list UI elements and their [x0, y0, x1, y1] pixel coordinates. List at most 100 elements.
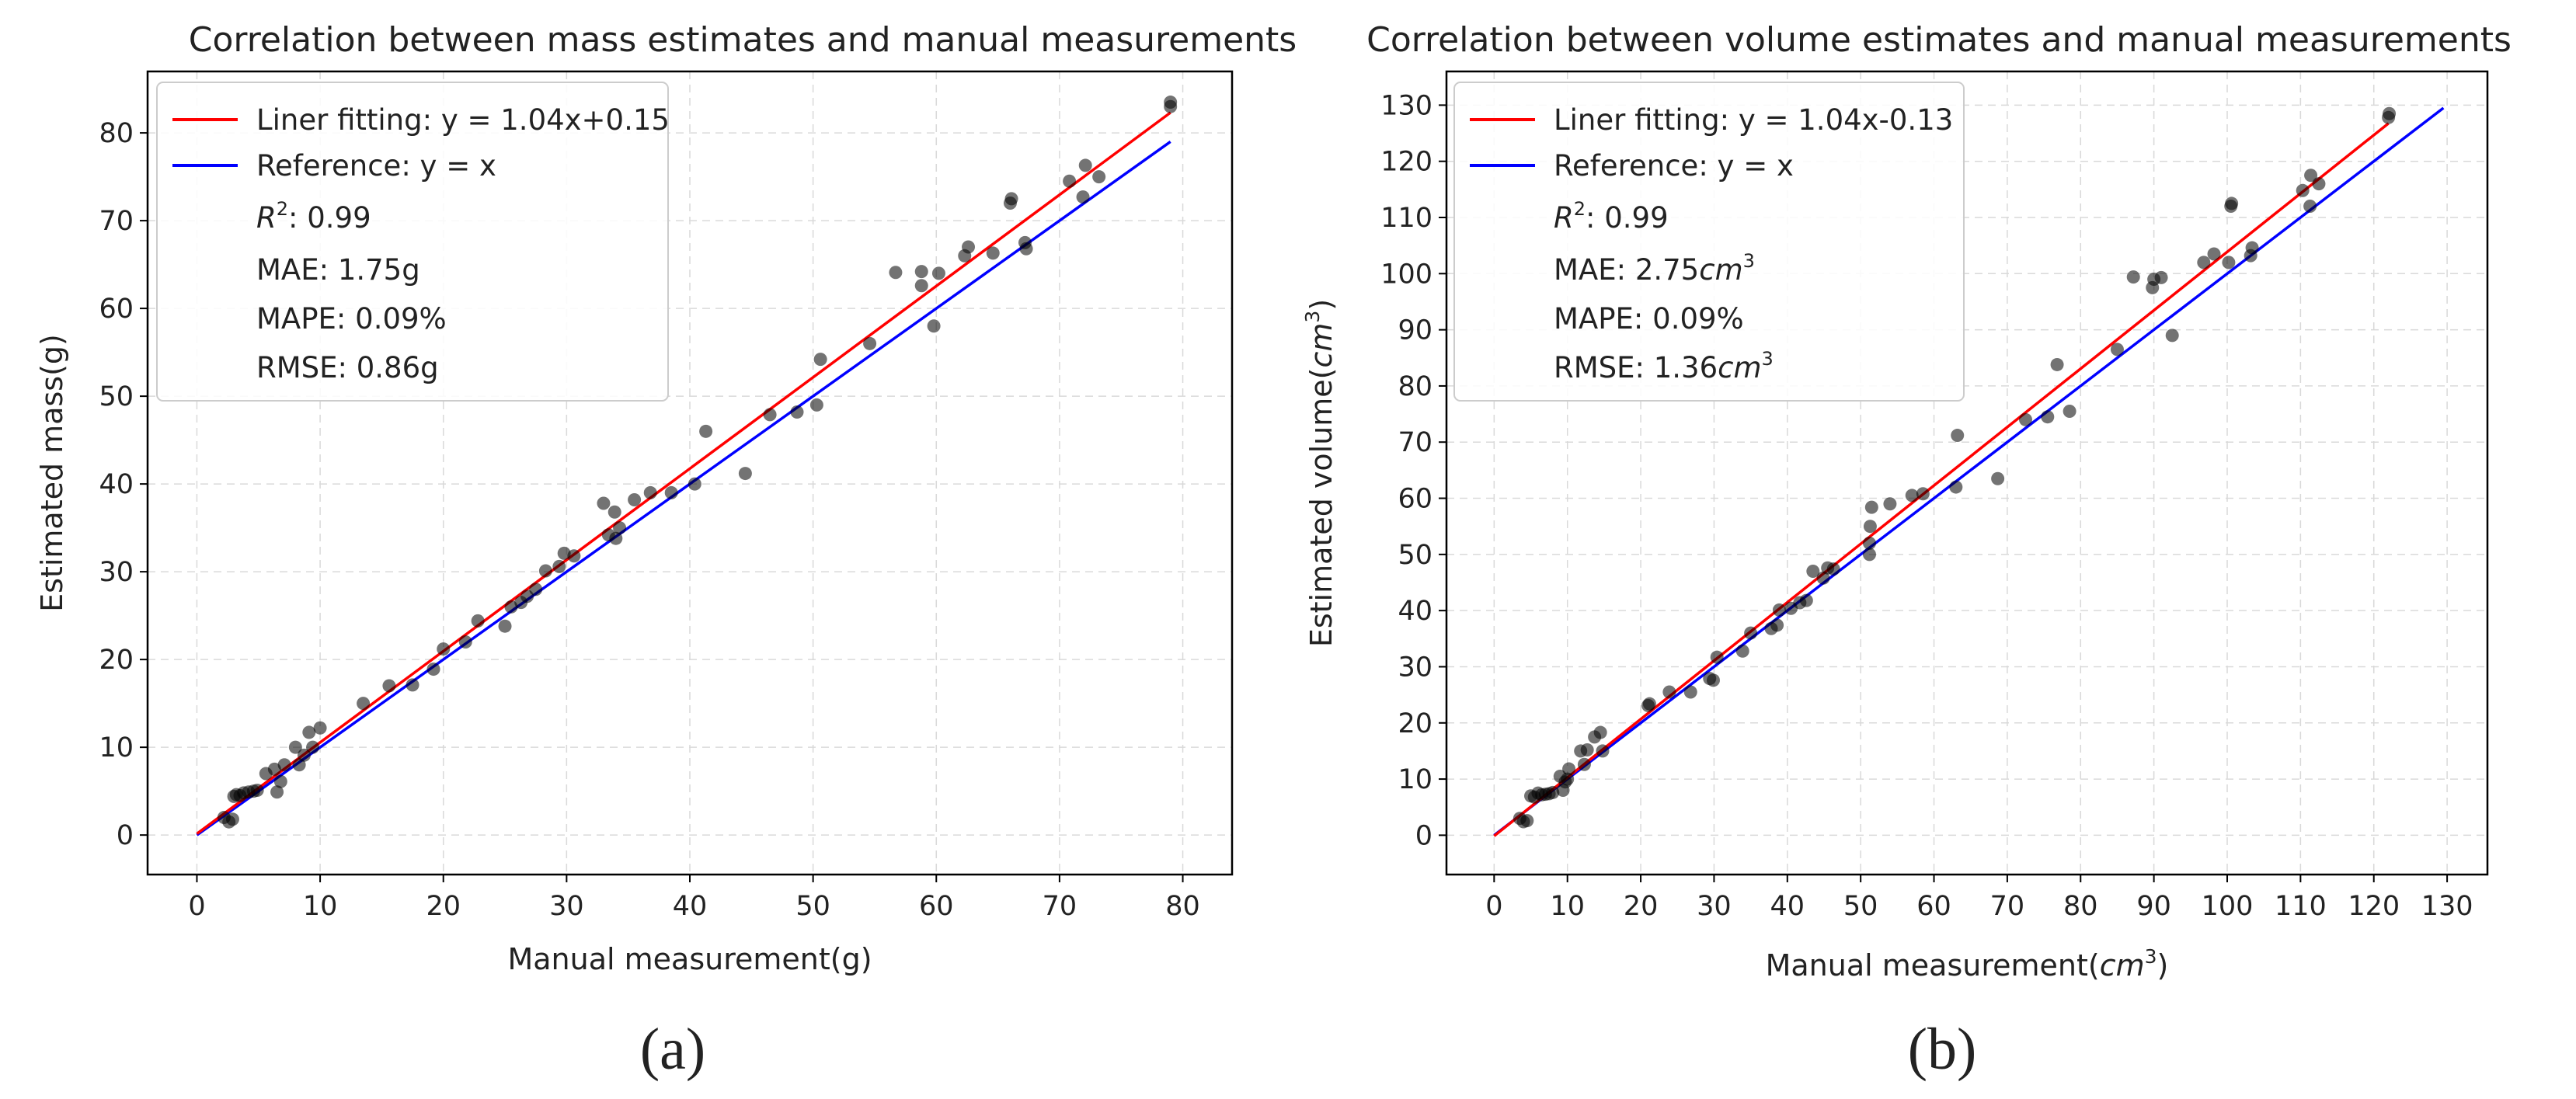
mass-data-point — [931, 266, 945, 280]
volume-data-point — [2296, 183, 2310, 197]
volume-plot-frame — [1445, 70, 2489, 876]
volume-y-tick-label: 0 — [1415, 820, 1432, 851]
volume-y-tick-label: 80 — [1398, 371, 1432, 402]
volume-data-point — [2222, 256, 2236, 270]
volume-y-label-suffix: ) — [1304, 299, 1338, 311]
mass-data-point — [297, 748, 311, 762]
caption-a: (a) — [640, 1017, 705, 1082]
mass-data-point — [688, 477, 701, 491]
volume-y-tick-label: 50 — [1398, 540, 1432, 571]
volume-rmse-stat: RMSE: 1.36cm3 — [1554, 348, 1774, 384]
volume-data-point — [1816, 571, 1830, 585]
mass-data-point — [567, 549, 581, 563]
mass-y-tick-label: 70 — [99, 206, 134, 237]
volume-legend: Liner fitting: y = 1.04x-0.13 Reference:… — [1453, 82, 1965, 402]
volume-chart-title: Correlation between volume estimates and… — [1366, 20, 2512, 60]
volume-data-point — [1735, 644, 1749, 658]
volume-y-label-unit: cm — [1304, 323, 1338, 368]
mass-data-point — [302, 725, 316, 739]
mass-data-point — [437, 642, 451, 656]
volume-data-point — [2165, 329, 2179, 343]
volume-y-tick-label: 130 — [1380, 90, 1432, 121]
volume-x-label-unit: cm — [2100, 948, 2145, 982]
mass-data-point — [1063, 174, 1077, 188]
mass-legend-fit-label: Liner fitting: y = 1.04x+0.15 — [256, 103, 670, 137]
volume-y-tick-label: 30 — [1398, 652, 1432, 683]
volume-x-tick-label: 70 — [1990, 891, 2025, 922]
mass-chart-title: Correlation between mass estimates and m… — [189, 20, 1297, 60]
mass-data-point — [273, 774, 287, 788]
volume-r2-stat: R2: 0.99 — [1554, 198, 1669, 235]
mass-plot-frame — [146, 70, 1234, 876]
mass-data-point — [809, 398, 823, 412]
mass-data-point — [699, 424, 713, 438]
volume-x-tick-label: 20 — [1624, 891, 1659, 922]
mass-data-point — [1092, 170, 1106, 184]
volume-data-point — [1799, 593, 1813, 607]
mass-points — [217, 96, 1178, 829]
volume-data-point — [2207, 247, 2221, 261]
mass-x-tick-label: 80 — [1165, 891, 1200, 922]
volume-y-label-exp: 3 — [1301, 311, 1324, 323]
mass-x-tick-label: 70 — [1043, 891, 1077, 922]
volume-data-point — [1580, 743, 1594, 756]
mass-data-point — [607, 505, 621, 519]
volume-data-point — [1883, 497, 1897, 511]
volume-x-label-prefix: Manual measurement( — [1766, 948, 2100, 982]
volume-data-point — [1683, 685, 1697, 699]
volume-x-tick-label: 0 — [1485, 891, 1502, 922]
mass-data-point — [790, 405, 804, 419]
volume-data-point — [1905, 489, 1919, 503]
volume-x-tick-label: 120 — [2348, 891, 2400, 922]
volume-data-point — [1862, 548, 1876, 562]
volume-data-point — [1991, 471, 2005, 485]
volume-mae-unit: cm — [1699, 253, 1742, 287]
mass-data-point — [597, 496, 611, 510]
volume-y-tick-label: 40 — [1398, 596, 1432, 627]
volume-data-point — [2018, 412, 2032, 426]
mass-y-axis-label: Estimated mass(g) — [35, 334, 69, 612]
mass-reference-line — [196, 140, 1171, 836]
mass-y-tick-label: 10 — [99, 732, 134, 763]
mass-y-tick-label: 30 — [99, 557, 134, 588]
mass-data-point — [529, 583, 543, 596]
volume-x-tick-label: 80 — [2063, 891, 2098, 922]
mass-data-point — [962, 240, 976, 254]
mass-data-point — [270, 785, 284, 799]
volume-x-tick-label: 40 — [1770, 891, 1805, 922]
mass-data-point — [498, 619, 512, 633]
volume-y-tick-label: 60 — [1398, 484, 1432, 515]
volume-data-point — [1593, 725, 1607, 739]
volume-data-point — [2303, 200, 2317, 214]
mass-x-tick-label: 20 — [426, 891, 461, 922]
mass-x-tick-label: 40 — [673, 891, 708, 922]
mass-data-point — [552, 559, 566, 573]
mass-legend-box — [156, 82, 669, 402]
volume-x-axis-label: Manual measurement(cm3) — [1766, 945, 2169, 982]
volume-data-point — [1863, 520, 1877, 534]
mass-data-point — [986, 246, 1000, 260]
mass-x-tick-label: 60 — [919, 891, 954, 922]
mass-x-tick-label: 50 — [795, 891, 830, 922]
mass-data-point — [1164, 96, 1178, 110]
mass-legend: Liner fitting: y = 1.04x+0.15 Reference:… — [156, 82, 670, 402]
mass-data-point — [1078, 158, 1092, 172]
volume-data-point — [1642, 697, 1656, 711]
mass-y-tick-label: 0 — [117, 820, 134, 851]
mass-legend-ref-label: Reference: y = x — [256, 149, 496, 183]
mass-r2-value: : 0.99 — [288, 201, 371, 235]
mass-data-point — [538, 564, 552, 578]
mass-r2-exp: 2 — [277, 198, 288, 220]
mass-data-point — [889, 266, 903, 280]
volume-data-point — [1864, 500, 1878, 514]
volume-r2-exp: 2 — [1574, 198, 1586, 220]
mass-r2-stat: R2: 0.99 — [256, 198, 371, 235]
volume-legend-ref-label: Reference: y = x — [1554, 149, 1794, 183]
volume-x-label-exp: 3 — [2145, 945, 2157, 968]
volume-data-point — [2312, 177, 2326, 191]
mass-data-point — [458, 635, 472, 649]
volume-data-point — [2110, 343, 2124, 356]
volume-data-point — [1744, 626, 1758, 640]
volume-rmse-exp: 3 — [1762, 348, 1774, 370]
